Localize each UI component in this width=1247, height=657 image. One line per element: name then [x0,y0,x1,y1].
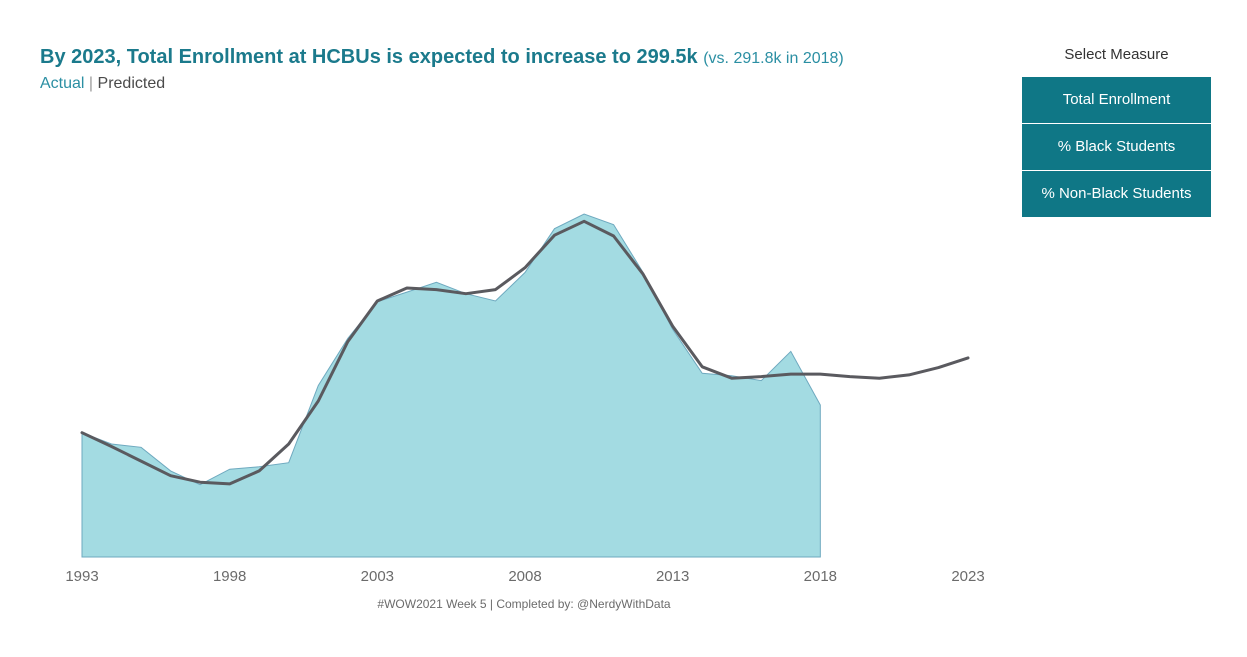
x-tick-label: 1998 [213,568,246,585]
footer-credit: #WOW2021 Week 5 | Completed by: @NerdyWi… [377,597,671,611]
x-tick-label: 1993 [65,568,98,585]
legend-separator: | [88,75,94,92]
measure-selector: Select Measure Total Enrollment % Black … [1022,44,1211,217]
total-enrollment-button[interactable]: Total Enrollment [1022,77,1211,124]
x-tick-label: 2018 [804,568,837,585]
selector-label: Select Measure [1064,46,1169,63]
x-tick-label: 2003 [361,568,394,585]
chart-title-sub: (vs. 291.8k in 2018) [703,50,844,67]
chart-title-main: By 2023, Total Enrollment at HCBUs is ex… [40,46,698,68]
predicted-line [80,219,970,486]
x-tick-label: 2008 [508,568,541,585]
x-tick-label: 2013 [656,568,689,585]
pct-black-students-button[interactable]: % Black Students [1022,124,1211,171]
x-tick-label: 2023 [951,568,984,585]
title-block: By 2023, Total Enrollment at HCBUs is ex… [40,44,1000,95]
chart-title: By 2023, Total Enrollment at HCBUs is ex… [40,44,1000,72]
legend: Actual | Predicted [40,73,1000,95]
legend-actual[interactable]: Actual [40,75,85,92]
actual-area [81,213,821,558]
pct-non-black-students-button[interactable]: % Non-Black Students [1022,171,1211,217]
legend-predicted[interactable]: Predicted [97,75,166,92]
